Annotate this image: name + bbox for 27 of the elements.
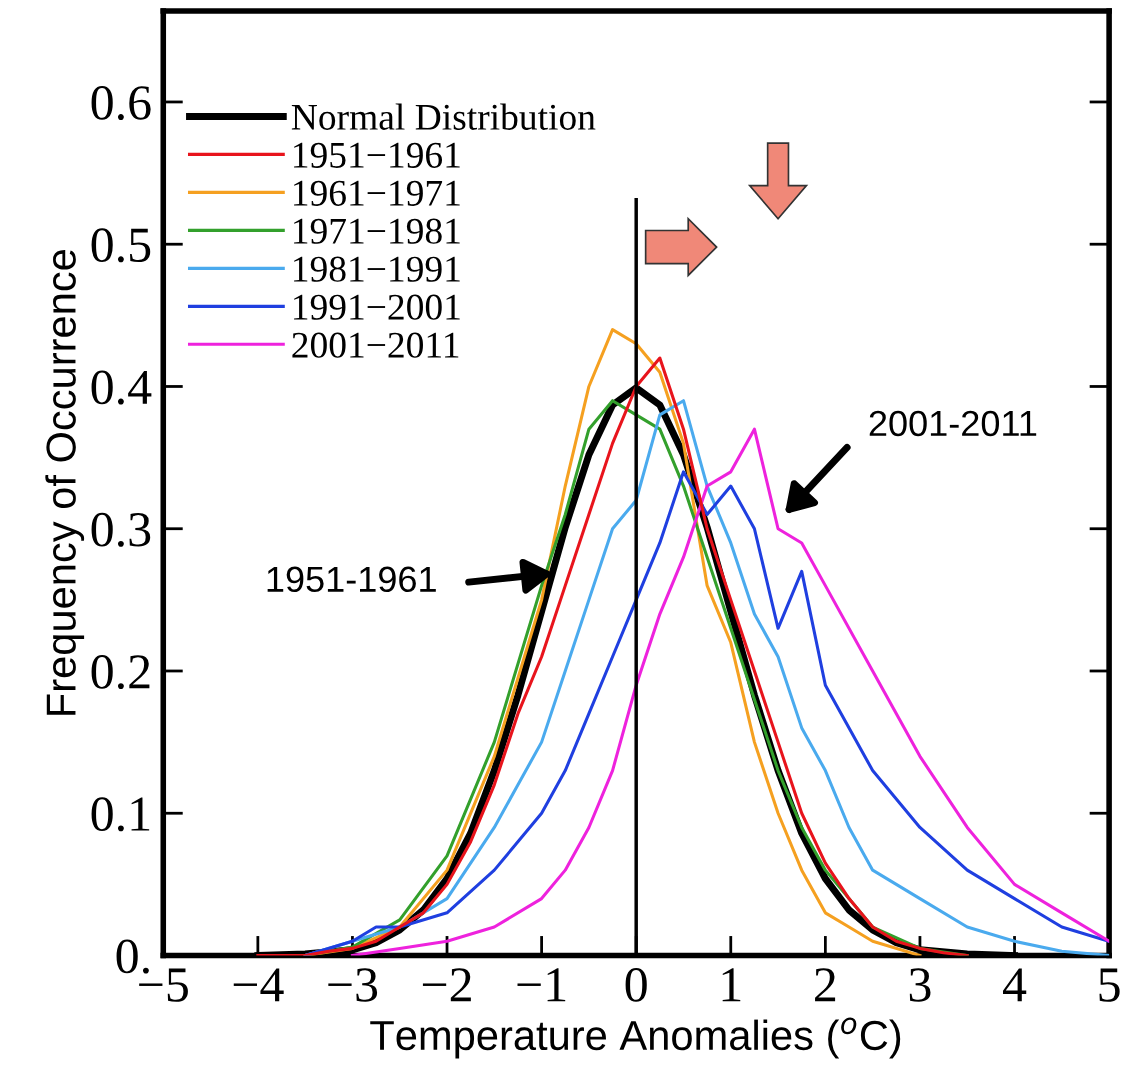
legend-label: 1951−1961 xyxy=(294,142,460,168)
annotation: 2001-2011 xyxy=(869,410,1037,437)
legend-label: 1961−1971 xyxy=(294,180,460,206)
legend-label: 2001−2011 xyxy=(292,332,459,358)
y-tick-label: 0.3 xyxy=(91,512,151,547)
y-axis-title: Frequency of Occurrence xyxy=(45,249,85,715)
y-tick-label: 0.6 xyxy=(91,86,151,121)
x-tick-label: 1 xyxy=(722,968,741,1002)
annotation: 1951-1961 xyxy=(267,566,436,593)
x-axis-title: Temperature Anomalies ($^{o}$C) xyxy=(370,1017,901,1059)
legend-label: 1991−2001 xyxy=(294,294,460,320)
x-tick-label: 2 xyxy=(815,968,836,1002)
y-tick-label: 0.1 xyxy=(91,797,150,832)
x-tick-label: −3 xyxy=(328,968,378,1002)
x-tick-label: −2 xyxy=(422,968,471,1002)
x-tick-label: 0 xyxy=(625,968,647,1002)
x-tick-label: −4 xyxy=(233,968,284,1002)
x-tick-label: 4 xyxy=(1003,968,1027,1002)
x-tick-label: 3 xyxy=(909,968,931,1002)
y-tick-label: 0.4 xyxy=(91,370,152,405)
legend-label: 1981−1991 xyxy=(294,256,460,282)
y-tick-label: 0.5 xyxy=(91,228,151,263)
y-tick-label: 0.2 xyxy=(91,655,150,690)
legend-label: Normal Distribution xyxy=(291,103,596,130)
x-tick-label: 5 xyxy=(1099,968,1120,1002)
legend-label: 1971−1981 xyxy=(294,218,460,244)
x-tick-label: −1 xyxy=(517,968,566,1002)
